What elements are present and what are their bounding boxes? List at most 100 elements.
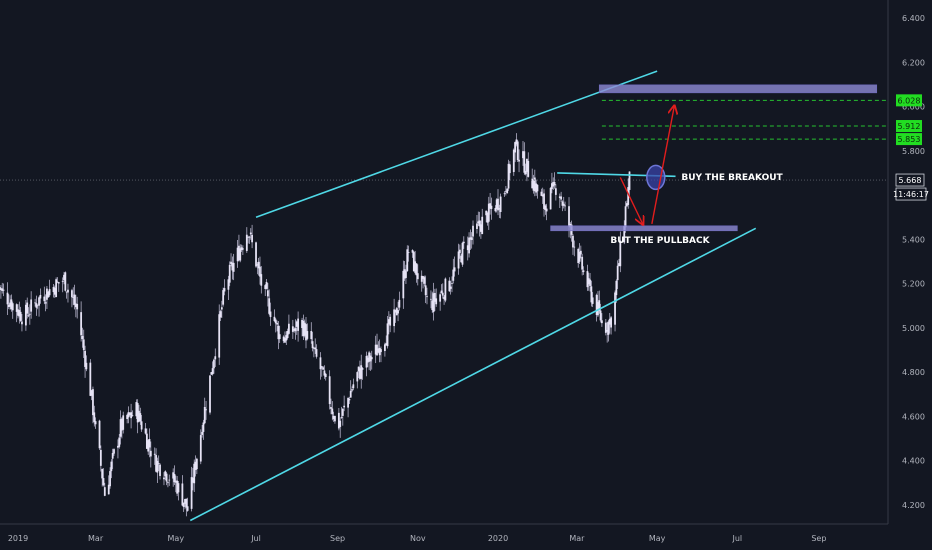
- candle-body: [357, 366, 360, 372]
- candle-body: [322, 367, 324, 370]
- candle-body: [443, 296, 445, 300]
- current-price-label: 5.668: [899, 176, 922, 185]
- drawings[interactable]: [0, 70, 888, 522]
- candle-body: [600, 320, 603, 324]
- candle-body: [265, 281, 268, 289]
- candle-body: [174, 480, 177, 483]
- candle-body: [145, 433, 148, 449]
- x-tick-label: Sep: [330, 534, 345, 543]
- candle-body: [140, 421, 143, 430]
- candle-body: [202, 422, 205, 432]
- candle-body: [470, 237, 473, 241]
- arrow-pullback-down[interactable]: [619, 177, 642, 223]
- candle-body: [527, 160, 530, 177]
- y-axis[interactable]: 6.4006.2006.0005.8005.6005.4005.2005.000…: [902, 14, 925, 510]
- candle-body: [90, 390, 93, 396]
- candle-body: [586, 271, 589, 288]
- candle-body: [544, 205, 547, 210]
- arrow-breakout-up[interactable]: [651, 107, 674, 224]
- candle-body: [618, 263, 620, 267]
- candle-body: [120, 418, 123, 431]
- candle-body: [177, 483, 180, 493]
- candle-body: [536, 184, 539, 192]
- candle-body: [136, 403, 139, 423]
- target-price-label: 5.912: [898, 122, 921, 131]
- candle-body: [195, 458, 198, 470]
- candle-body: [222, 290, 225, 305]
- candle-body: [164, 471, 167, 477]
- candle-body: [251, 234, 253, 243]
- candle-body: [359, 368, 361, 379]
- countdown-badge: [895, 187, 927, 201]
- candle-body: [477, 221, 480, 224]
- candle-body: [135, 402, 138, 417]
- candle-body: [558, 196, 561, 198]
- candle-body: [451, 282, 453, 284]
- candle-body: [573, 246, 576, 248]
- candle-body: [397, 310, 399, 314]
- candle-body: [241, 248, 244, 250]
- candle-body: [476, 223, 478, 229]
- candle-body: [218, 314, 221, 358]
- candle-body: [268, 298, 271, 314]
- channel-lower-line[interactable]: [189, 227, 757, 522]
- candle-body: [231, 262, 234, 271]
- candle-body: [627, 187, 630, 205]
- candle-body: [426, 296, 428, 298]
- candle-body: [247, 236, 250, 238]
- upper-target-zone[interactable]: [598, 84, 878, 94]
- candle-body: [239, 248, 242, 261]
- candle-body: [606, 330, 609, 332]
- channel-upper-line[interactable]: [255, 70, 658, 218]
- candle-body: [192, 477, 194, 483]
- candle-body: [168, 479, 171, 481]
- candle-body: [230, 261, 232, 265]
- x-axis[interactable]: 2019 Mar May Jul Sep Nov 2020 Mar May Jul Sep: [8, 534, 827, 543]
- candle-body: [615, 280, 618, 296]
- candle-body: [184, 499, 186, 504]
- candle-body: [109, 471, 111, 487]
- x-tick-label: Sep: [811, 534, 826, 543]
- x-tick-label: Mar: [88, 534, 104, 543]
- candle-body: [351, 389, 353, 391]
- candle-body: [614, 292, 616, 325]
- candle-body: [156, 460, 159, 473]
- candle-body: [402, 270, 405, 299]
- candle-body: [39, 294, 42, 299]
- candle-body: [387, 319, 390, 325]
- candle-body: [452, 269, 455, 281]
- candle-body: [469, 237, 472, 240]
- candle-body: [291, 326, 294, 332]
- candle-body: [360, 365, 363, 379]
- candle-body: [407, 252, 410, 253]
- candle-body: [366, 357, 369, 363]
- candle-body: [284, 338, 286, 343]
- candle-body: [17, 309, 19, 316]
- price-badges: 6.028 5.912 5.853 5.668 11:46:17: [893, 94, 929, 201]
- candle-body: [607, 321, 610, 335]
- candle-body: [223, 288, 226, 292]
- candle-body: [286, 330, 289, 339]
- candle-body: [508, 164, 511, 174]
- candle-body: [99, 449, 102, 466]
- pullback-zone[interactable]: [550, 225, 738, 232]
- candle-body: [472, 225, 474, 237]
- x-tick-label: 2020: [488, 534, 508, 543]
- candle-body: [266, 290, 269, 297]
- candle-body: [278, 334, 281, 340]
- candle-body: [310, 331, 313, 340]
- candle-body: [219, 311, 222, 318]
- candle-body: [259, 266, 261, 277]
- candle-body: [220, 307, 223, 310]
- candle-body: [489, 203, 492, 209]
- candle-body: [552, 182, 555, 187]
- candle-body: [0, 288, 2, 291]
- candle-body: [398, 299, 401, 308]
- candle-body: [377, 348, 380, 353]
- candle-body: [481, 216, 484, 235]
- y-tick-label: 6.200: [902, 58, 925, 67]
- candle-body: [44, 302, 47, 304]
- candle-body: [65, 291, 68, 293]
- breakout-circle[interactable]: [646, 164, 666, 191]
